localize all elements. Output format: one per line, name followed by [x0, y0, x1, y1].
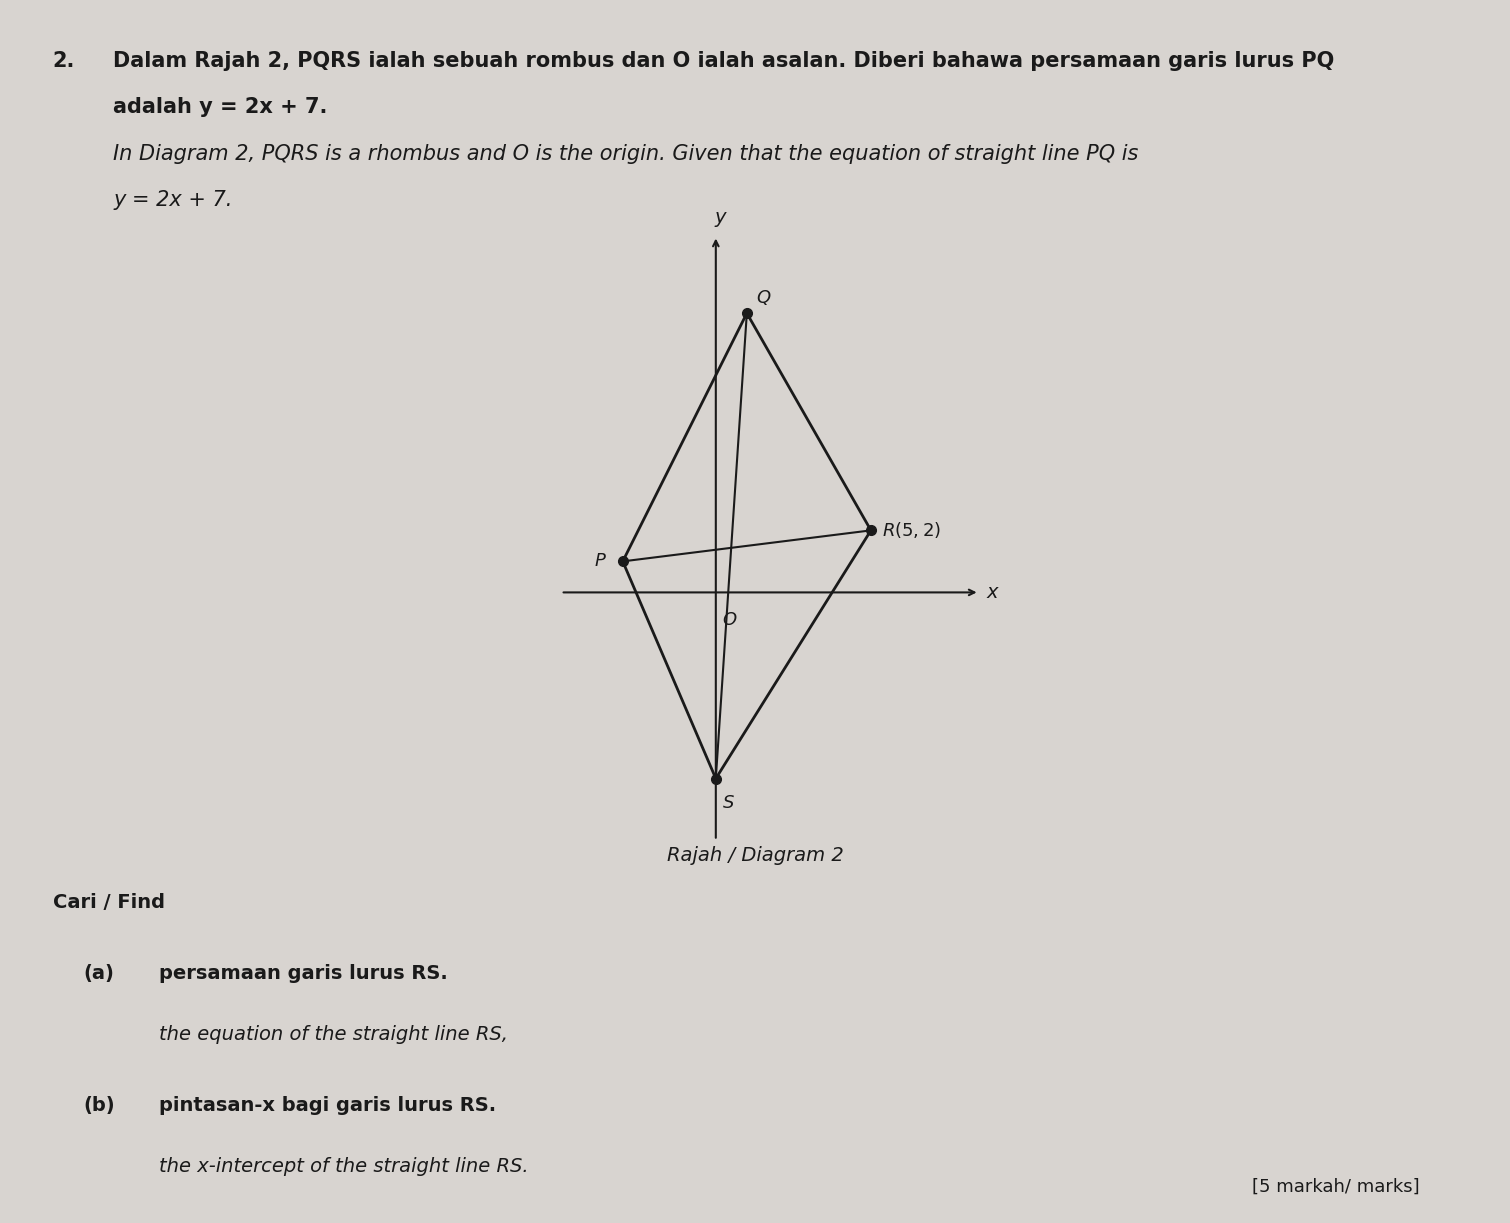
- Text: $S$: $S$: [722, 794, 735, 812]
- Text: adalah y = 2x + 7.: adalah y = 2x + 7.: [113, 97, 328, 116]
- Text: y = 2x + 7.: y = 2x + 7.: [113, 190, 233, 209]
- Text: the equation of the straight line RS,: the equation of the straight line RS,: [159, 1025, 507, 1044]
- Text: $O$: $O$: [722, 612, 737, 629]
- Text: Cari / Find: Cari / Find: [53, 893, 165, 912]
- Text: $P$: $P$: [595, 553, 607, 570]
- Text: [5 markah/ marks]: [5 markah/ marks]: [1252, 1178, 1419, 1196]
- Text: In Diagram 2, PQRS is a rhombus and O is the origin. Given that the equation of : In Diagram 2, PQRS is a rhombus and O is…: [113, 144, 1139, 164]
- Text: $x$: $x$: [986, 583, 1000, 602]
- Text: the x-intercept of the straight line RS.: the x-intercept of the straight line RS.: [159, 1157, 528, 1177]
- Text: pintasan-x bagi garis lurus RS.: pintasan-x bagi garis lurus RS.: [159, 1096, 495, 1115]
- Text: $Q$: $Q$: [757, 287, 772, 307]
- Text: $R(5, 2)$: $R(5, 2)$: [882, 520, 941, 541]
- Text: Rajah / Diagram 2: Rajah / Diagram 2: [666, 846, 844, 866]
- Text: Dalam Rajah 2, PQRS ialah sebuah rombus dan O ialah asalan. Diberi bahawa persam: Dalam Rajah 2, PQRS ialah sebuah rombus …: [113, 51, 1335, 71]
- Text: 2.: 2.: [53, 51, 76, 71]
- Text: (b): (b): [83, 1096, 115, 1115]
- Text: $y$: $y$: [714, 210, 728, 230]
- Text: persamaan garis lurus RS.: persamaan garis lurus RS.: [159, 964, 447, 983]
- Text: (a): (a): [83, 964, 113, 983]
